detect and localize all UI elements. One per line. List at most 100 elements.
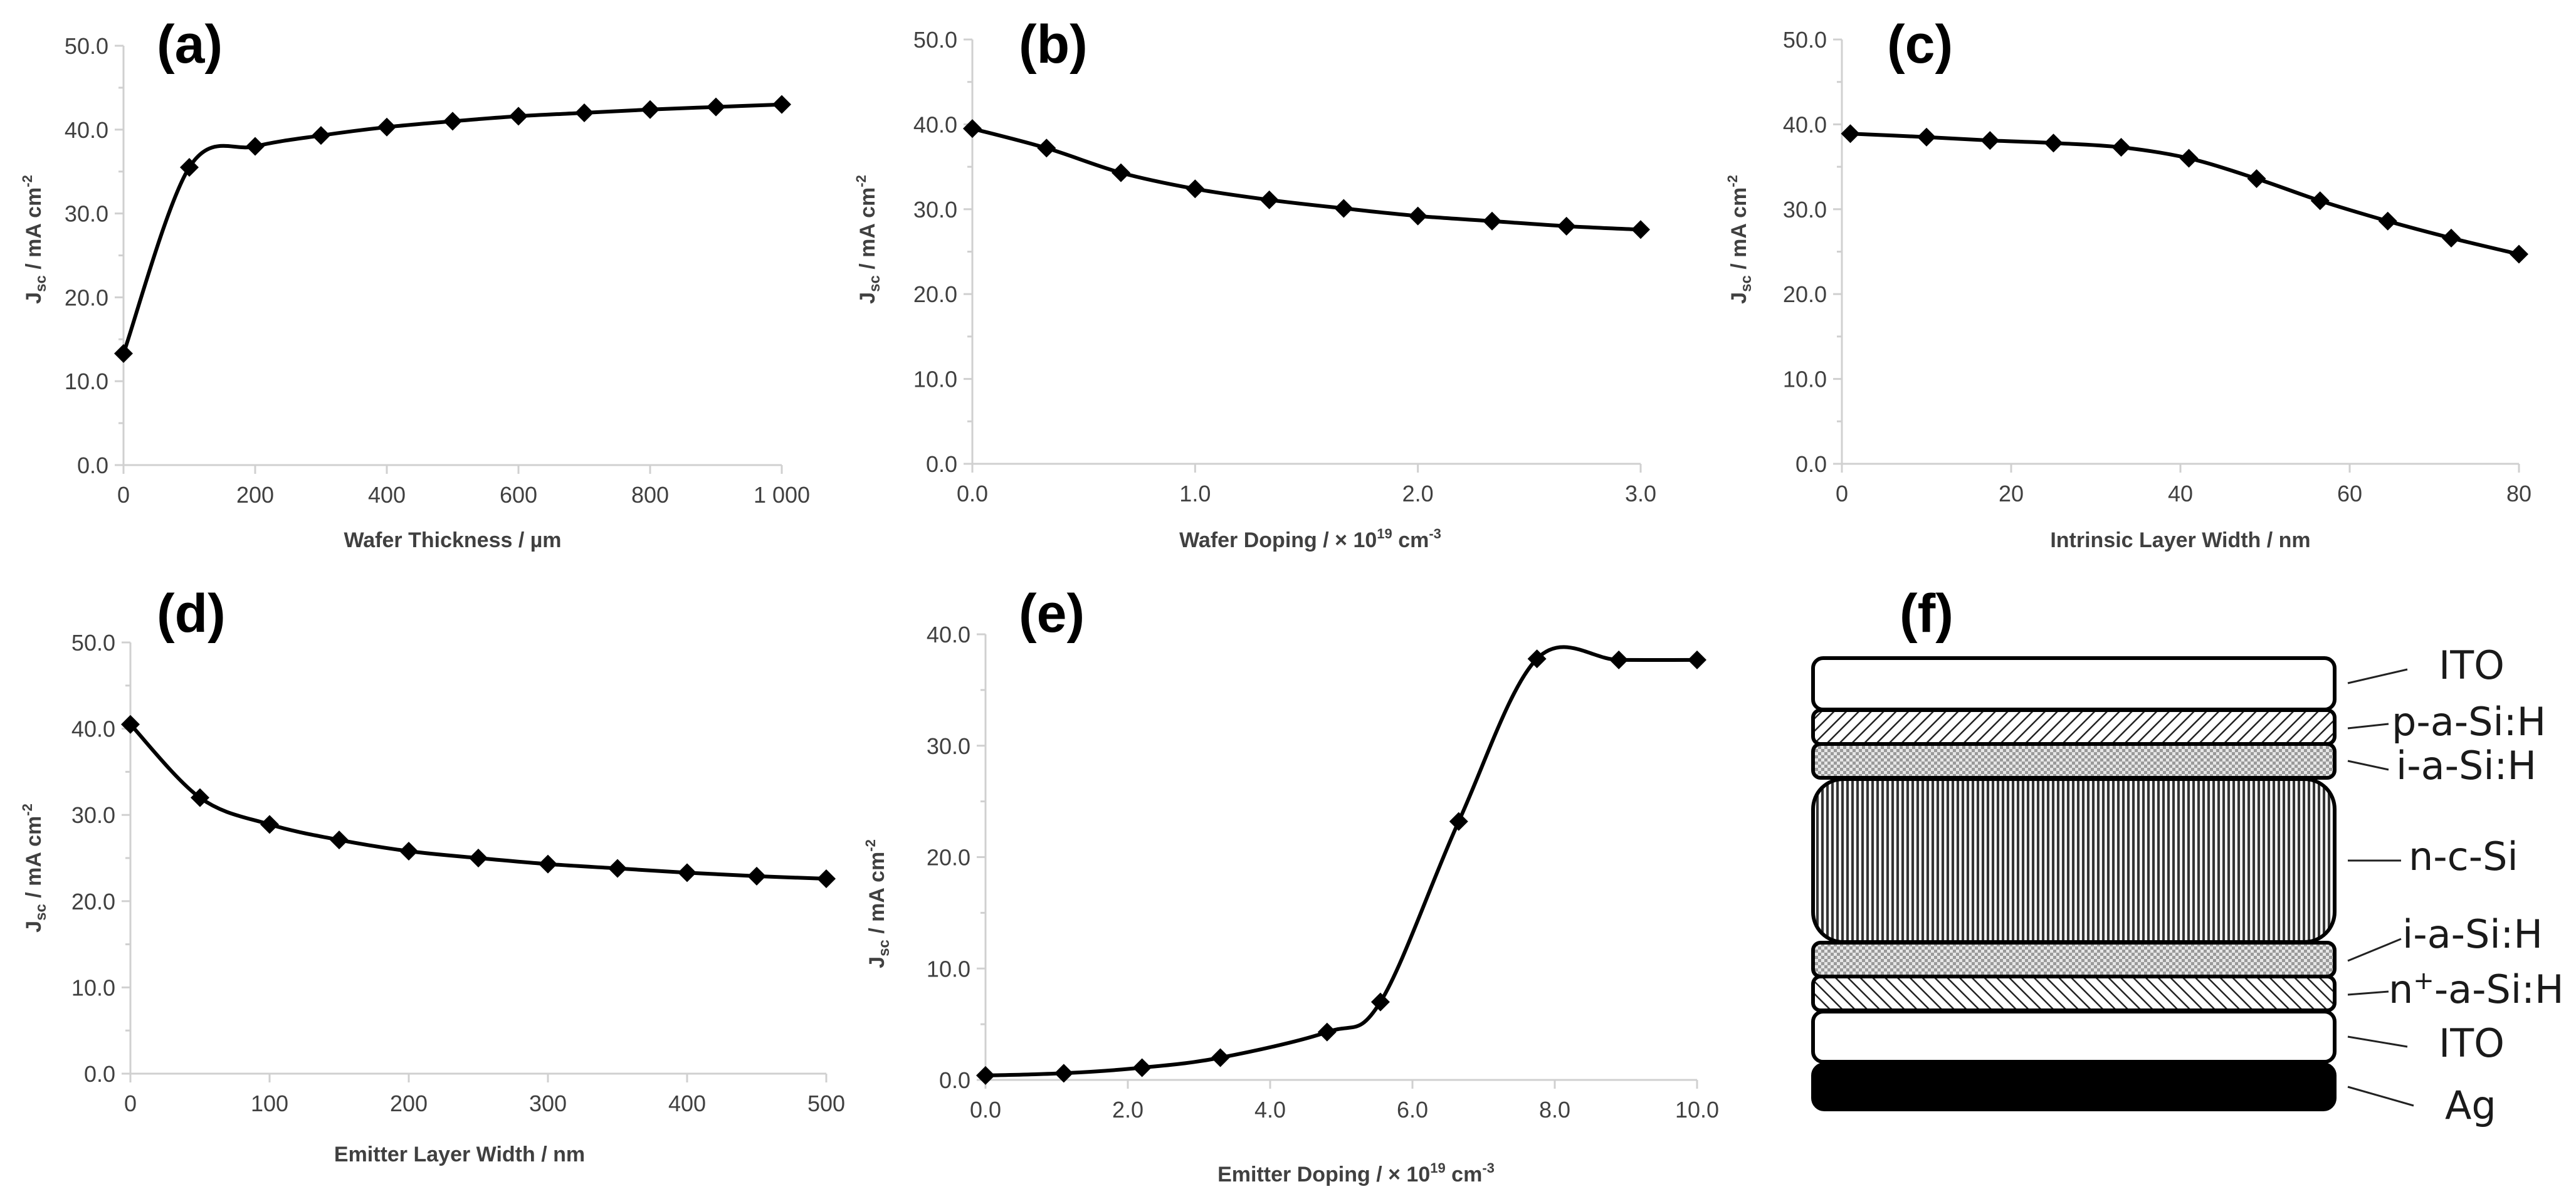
data-point-marker [1482,211,1501,231]
data-point-marker [114,344,133,364]
x-tick-label: 4.0 [1254,1097,1286,1123]
y-tick-label: 40.0 [71,716,115,742]
data-point-marker [1449,812,1468,831]
layer-i-a-si-bottom [1811,941,2337,978]
x-axis-label: Wafer Doping / × 1019 cm-3 [1179,526,1441,552]
data-point-marker [1557,216,1576,236]
layer-n-plus-a-si [1811,975,2337,1012]
x-tick-label: 6.0 [1397,1097,1428,1123]
data-point-marker [2510,244,2528,264]
y-tick-label: 0.0 [1795,451,1827,477]
data-point-marker [608,859,627,878]
y-tick-label: 30.0 [71,802,115,828]
y-axis-label: Jsc / mA cm-2 [853,175,883,304]
data-point-marker [976,1066,995,1085]
data-point-marker [1408,206,1427,226]
panel-letter: (e) [1019,584,1085,644]
x-tick-label: 1.0 [1179,481,1211,506]
x-axis-label: Emitter Layer Width / nm [334,1143,585,1166]
y-tick-label: 40.0 [65,117,108,143]
data-point-marker [399,841,418,861]
y-tick-label: 10.0 [1783,367,1827,392]
data-point-marker [312,126,330,145]
panel-letter: (b) [1019,14,1088,75]
svg-text:Jsc / mA cm-2: Jsc / mA cm-2 [1725,175,1755,304]
layer-i-a-si-top [1811,742,2337,780]
y-axis-label: Jsc / mA cm-2 [1725,175,1755,304]
y-axis-label: Jsc / mA cm-2 [863,839,893,968]
data-point-marker [1688,650,1706,669]
x-tick-label: 300 [529,1091,567,1116]
y-tick-label: 50.0 [1783,27,1827,53]
data-point-marker [1132,1058,1152,1077]
y-tick-label: 20.0 [913,281,957,307]
series-line [972,127,1641,232]
data-point-marker [443,112,462,131]
y-tick-label: 20.0 [927,845,970,871]
data-point-marker [1917,127,1936,147]
layer-label-ag: Ag [2445,1082,2496,1128]
x-tick-label: 400 [368,482,406,508]
layer-p-a-si [1811,708,2337,746]
layer-ito-bottom [1811,1010,2337,1064]
data-point-marker [1370,992,1390,1012]
data-point-marker [330,830,349,850]
data-point-marker [246,137,265,156]
y-tick-label: 0.0 [84,1061,115,1087]
data-point-marker [260,815,279,834]
y-tick-label: 20.0 [65,285,108,310]
chart-panel-a: (a) Jsc / mA cm-2 Wafer Thickness / µm 0… [19,14,810,552]
y-tick-label: 30.0 [927,733,970,759]
data-point-marker [180,158,199,177]
data-point-marker [641,100,660,119]
data-point-marker [377,117,396,137]
x-tick-label: 0 [1836,481,1848,506]
y-axis-label: Jsc / mA cm-2 [19,175,50,304]
data-point-marker [1037,139,1056,158]
data-point-marker [1054,1064,1073,1083]
layer-label-p-a-si: p-a-Si:H [2392,699,2546,745]
data-point-marker [1980,131,2000,150]
panel-letter: (d) [157,584,226,644]
data-point-marker [469,849,488,867]
chart-panel-b: (b) Jsc / mA cm-2 Wafer Doping / × 1019 … [853,14,1656,552]
layer-label-i-a-si-bottom: i-a-Si:H [2402,911,2543,957]
y-tick-label: 30.0 [65,201,108,227]
x-tick-label: 1 000 [754,482,810,508]
x-tick-label: 2.0 [1112,1097,1143,1123]
data-point-marker [1112,163,1131,182]
panel-letter: (f) [1900,584,1953,644]
x-tick-label: 100 [251,1091,288,1116]
x-tick-label: 0 [117,482,130,508]
x-tick-label: 3.0 [1625,481,1656,506]
chart-panel-d: (d) Jsc / mA cm-2 Emitter Layer Width / … [19,584,845,1166]
panel-letter: (a) [157,14,223,75]
x-tick-label: 60 [2337,481,2362,506]
y-tick-label: 10.0 [65,369,108,394]
data-point-marker [2442,228,2461,248]
y-tick-label: 20.0 [71,889,115,914]
y-tick-label: 50.0 [65,33,108,59]
data-point-marker [707,97,725,117]
svg-text:Jsc / mA cm-2: Jsc / mA cm-2 [19,175,50,304]
data-point-marker [1317,1022,1337,1042]
data-point-marker [1211,1048,1230,1067]
data-point-marker [2044,134,2063,153]
x-tick-label: 2.0 [1402,481,1434,506]
y-tick-label: 30.0 [913,197,957,223]
x-tick-label: 600 [500,482,537,508]
x-tick-label: 200 [236,482,274,508]
series-line [122,102,782,355]
y-tick-label: 0.0 [77,453,108,478]
data-point-marker [678,863,697,882]
x-axis-label: Wafer Thickness / µm [344,528,561,552]
svg-text:Jsc / mA cm-2: Jsc / mA cm-2 [853,175,883,304]
layer-label-n-c-si: n-c-Si [2409,834,2518,879]
layer-label-ito-bottom: ITO [2439,1020,2505,1066]
data-point-marker [963,119,982,139]
x-tick-label: 10.0 [1675,1097,1719,1123]
chart-panel-e: (e) Jsc / mA cm-2 Emitter Doping / × 101… [863,584,1719,1186]
data-point-marker [817,869,836,889]
y-tick-label: 0.0 [939,1067,970,1093]
layer-ito-top [1811,656,2337,711]
